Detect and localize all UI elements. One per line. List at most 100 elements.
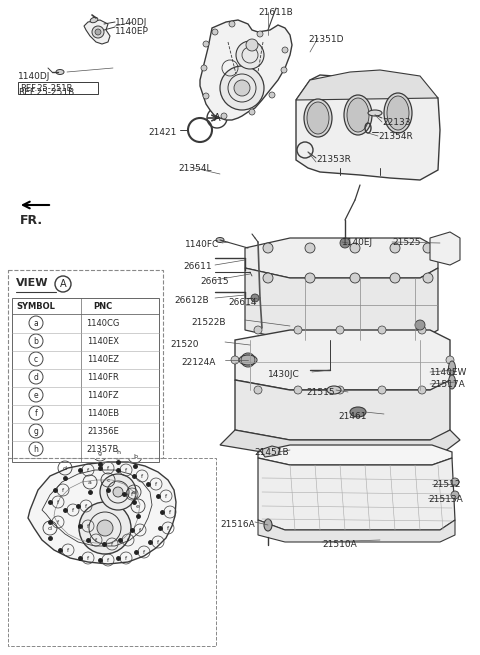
Circle shape (79, 502, 131, 554)
Text: f: f (62, 487, 64, 493)
Text: 21515: 21515 (306, 388, 335, 397)
Ellipse shape (448, 361, 456, 375)
Ellipse shape (344, 95, 372, 135)
Text: A: A (60, 279, 66, 289)
Circle shape (221, 113, 227, 119)
Circle shape (390, 243, 400, 253)
Text: f: f (87, 523, 89, 529)
Text: d: d (63, 466, 67, 470)
Polygon shape (220, 430, 460, 455)
Text: g: g (98, 451, 102, 457)
Polygon shape (235, 380, 450, 440)
Circle shape (201, 65, 207, 71)
Text: 21421: 21421 (148, 128, 176, 137)
Circle shape (390, 273, 400, 283)
Circle shape (423, 243, 433, 253)
Circle shape (294, 386, 302, 394)
Text: b: b (133, 453, 137, 458)
Circle shape (207, 108, 227, 128)
Circle shape (336, 326, 344, 334)
Text: 21357B: 21357B (87, 445, 119, 453)
Text: d: d (48, 525, 52, 531)
Circle shape (97, 520, 113, 536)
Circle shape (423, 273, 433, 283)
Text: 21525: 21525 (392, 238, 420, 247)
Circle shape (92, 26, 104, 38)
Text: f: f (127, 538, 129, 542)
Text: 21513A: 21513A (428, 495, 463, 504)
Circle shape (203, 93, 209, 99)
Circle shape (350, 273, 360, 283)
Text: 1140EX: 1140EX (87, 337, 119, 345)
Ellipse shape (90, 17, 98, 23)
Ellipse shape (307, 102, 329, 134)
Circle shape (220, 66, 264, 110)
Bar (8, 458, 216, 646)
Text: 26611: 26611 (183, 262, 212, 271)
Circle shape (234, 80, 250, 96)
Ellipse shape (304, 99, 332, 137)
Text: 1140FC: 1140FC (185, 240, 219, 249)
Text: f: f (72, 508, 74, 512)
Circle shape (305, 273, 315, 283)
Text: f: f (165, 493, 167, 498)
Text: 22133: 22133 (382, 118, 410, 127)
Text: c: c (34, 354, 38, 364)
Circle shape (350, 243, 360, 253)
Circle shape (378, 326, 386, 334)
Text: 21353R: 21353R (316, 155, 351, 164)
Polygon shape (200, 20, 292, 120)
Circle shape (263, 273, 273, 283)
Text: 22124A: 22124A (181, 358, 216, 367)
Ellipse shape (347, 98, 369, 132)
Polygon shape (296, 75, 440, 180)
Ellipse shape (264, 519, 272, 531)
Text: b: b (34, 337, 38, 345)
Text: f: f (141, 474, 143, 479)
Text: 1140DJ: 1140DJ (18, 72, 50, 81)
Ellipse shape (216, 238, 224, 242)
Ellipse shape (448, 375, 456, 389)
Text: f: f (87, 555, 89, 561)
Circle shape (246, 39, 258, 51)
Text: f: f (125, 468, 127, 472)
Text: 26614: 26614 (228, 298, 256, 307)
Polygon shape (430, 232, 460, 265)
Text: REF.25-251B: REF.25-251B (18, 88, 74, 97)
Circle shape (95, 29, 101, 35)
Polygon shape (258, 458, 455, 530)
Text: 1140EJ: 1140EJ (342, 238, 373, 247)
Circle shape (281, 67, 287, 73)
Text: c: c (106, 477, 110, 483)
Circle shape (446, 356, 454, 364)
Circle shape (249, 109, 255, 115)
Ellipse shape (56, 69, 64, 75)
Text: f: f (169, 510, 171, 514)
Circle shape (336, 386, 344, 394)
Circle shape (212, 29, 218, 35)
Text: a: a (88, 479, 92, 485)
Circle shape (294, 326, 302, 334)
Text: 21516A: 21516A (220, 520, 255, 529)
Circle shape (100, 474, 136, 510)
Text: FR.: FR. (20, 214, 43, 227)
Text: 1140EZ: 1140EZ (87, 354, 119, 364)
Text: f: f (125, 555, 127, 561)
Circle shape (203, 41, 209, 47)
Text: 21351D: 21351D (308, 35, 344, 44)
Text: A: A (214, 113, 220, 123)
Text: f: f (111, 542, 113, 546)
Text: 21611B: 21611B (258, 8, 293, 17)
Text: SYMBOL: SYMBOL (17, 302, 55, 311)
Circle shape (254, 326, 262, 334)
Text: 26612B: 26612B (174, 296, 209, 305)
Circle shape (231, 356, 239, 364)
Circle shape (113, 487, 123, 497)
Circle shape (378, 386, 386, 394)
Circle shape (451, 491, 459, 499)
Text: 1140EP: 1140EP (115, 27, 149, 36)
Text: 21356E: 21356E (87, 426, 119, 436)
Circle shape (269, 92, 275, 98)
Bar (18, 82, 98, 94)
Text: f: f (157, 540, 159, 544)
